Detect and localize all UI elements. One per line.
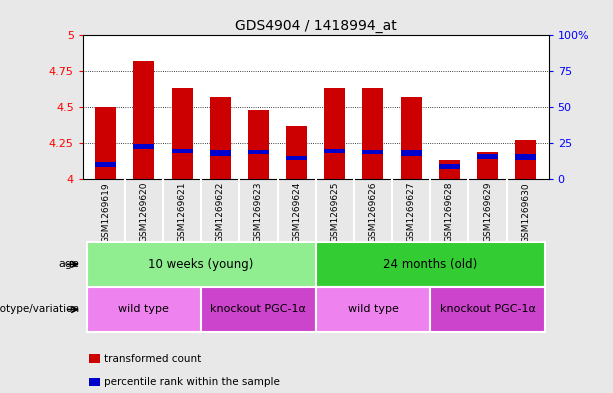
Bar — [86, 287, 201, 332]
Bar — [515, 140, 536, 179]
Bar — [210, 97, 230, 179]
Text: genotype/variation: genotype/variation — [0, 305, 80, 314]
Text: GSM1269620: GSM1269620 — [139, 182, 148, 242]
Bar — [477, 154, 498, 159]
Bar — [201, 287, 316, 332]
Bar — [286, 156, 307, 160]
Bar — [95, 162, 116, 167]
Text: knockout PGC-1α: knockout PGC-1α — [440, 305, 536, 314]
Bar — [324, 149, 345, 153]
Bar — [95, 107, 116, 179]
Bar — [316, 287, 430, 332]
Bar — [401, 150, 422, 156]
Text: GSM1269627: GSM1269627 — [406, 182, 416, 242]
Text: knockout PGC-1α: knockout PGC-1α — [210, 305, 306, 314]
Bar — [210, 150, 230, 156]
Text: GSM1269621: GSM1269621 — [178, 182, 186, 242]
Bar — [430, 287, 545, 332]
Title: GDS4904 / 1418994_at: GDS4904 / 1418994_at — [235, 19, 397, 33]
Bar — [86, 242, 316, 287]
Bar — [362, 88, 384, 179]
Text: GSM1269626: GSM1269626 — [368, 182, 378, 242]
Bar — [401, 97, 422, 179]
Text: 10 weeks (young): 10 weeks (young) — [148, 258, 254, 271]
Bar — [172, 88, 192, 179]
Bar — [439, 165, 460, 169]
Bar — [286, 126, 307, 179]
Bar — [362, 150, 384, 154]
Text: wild type: wild type — [348, 305, 398, 314]
Bar — [134, 144, 154, 149]
Bar — [248, 110, 269, 179]
Text: GSM1269629: GSM1269629 — [483, 182, 492, 242]
Text: percentile rank within the sample: percentile rank within the sample — [104, 377, 280, 387]
Text: GSM1269625: GSM1269625 — [330, 182, 339, 242]
Bar — [316, 242, 545, 287]
Bar — [515, 154, 536, 160]
Text: GSM1269624: GSM1269624 — [292, 182, 301, 242]
Text: GSM1269622: GSM1269622 — [216, 182, 225, 242]
Text: age: age — [59, 259, 80, 269]
Text: transformed count: transformed count — [104, 354, 202, 364]
Bar — [324, 88, 345, 179]
Text: GSM1269619: GSM1269619 — [101, 182, 110, 242]
Text: GSM1269623: GSM1269623 — [254, 182, 263, 242]
Text: GSM1269628: GSM1269628 — [445, 182, 454, 242]
Text: GSM1269630: GSM1269630 — [521, 182, 530, 242]
Bar — [477, 152, 498, 179]
Text: 24 months (old): 24 months (old) — [383, 258, 478, 271]
Bar — [172, 149, 192, 153]
Bar — [248, 150, 269, 154]
Text: wild type: wild type — [118, 305, 169, 314]
Bar — [439, 160, 460, 179]
Bar — [134, 61, 154, 179]
